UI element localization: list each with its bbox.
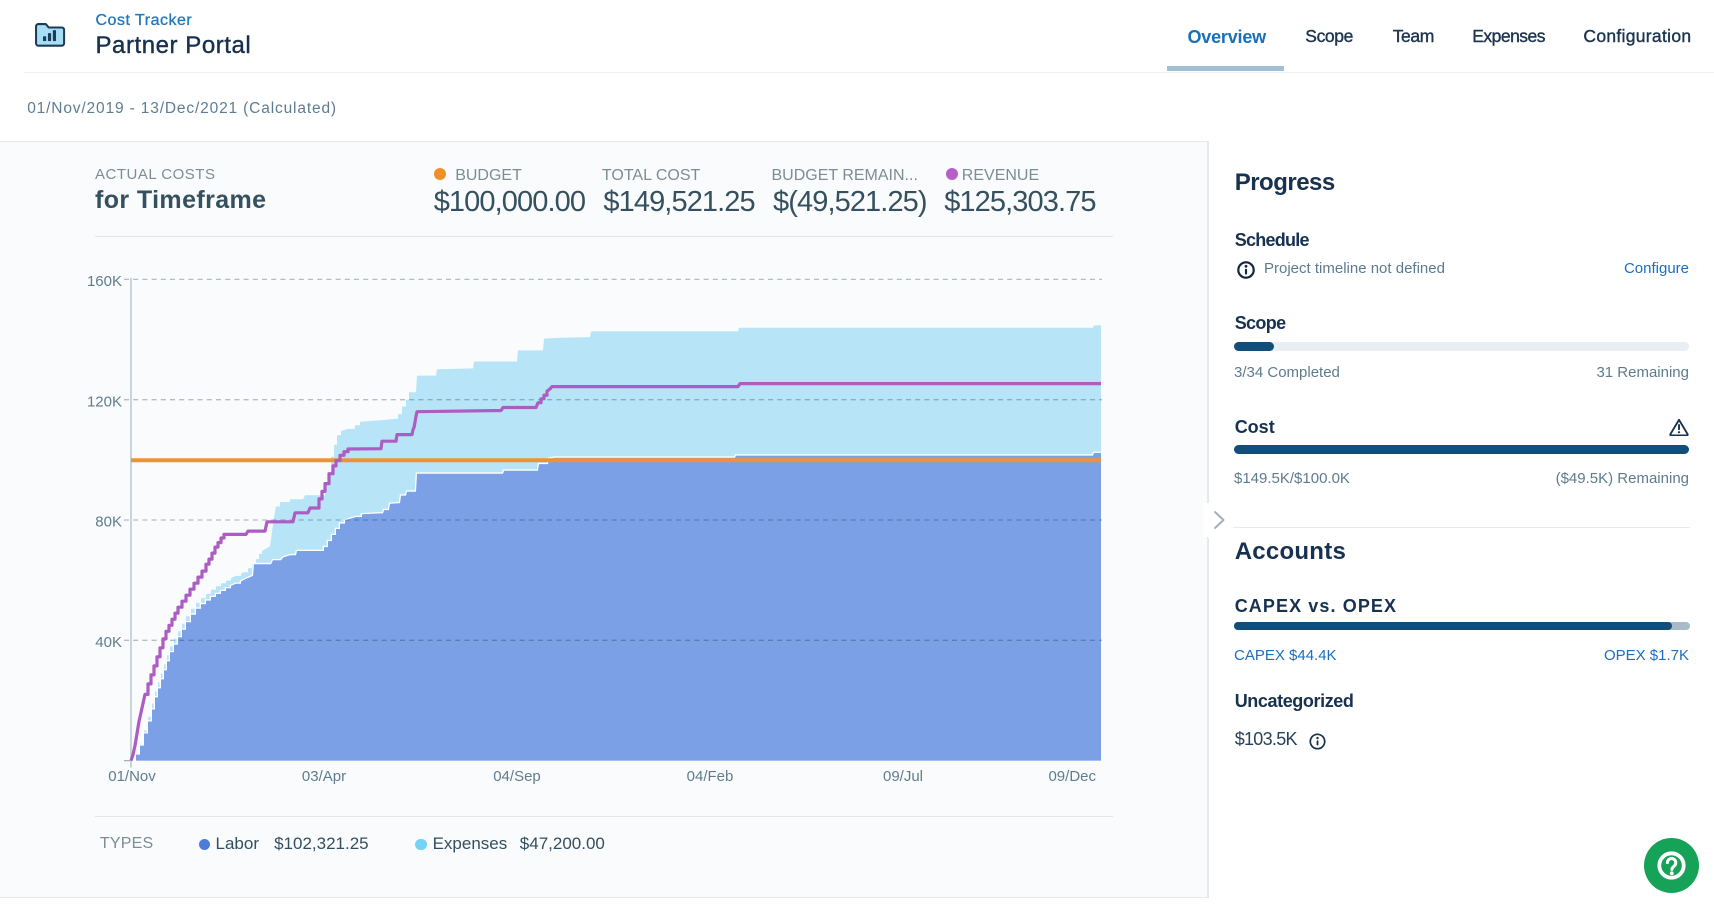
- svg-text:01/Nov: 01/Nov: [108, 768, 156, 785]
- svg-text:40K: 40K: [95, 634, 122, 651]
- svg-text:120K: 120K: [87, 394, 122, 411]
- svg-text:160K: 160K: [87, 273, 122, 290]
- svg-text:03/Apr: 03/Apr: [302, 768, 346, 785]
- svg-text:09/Dec: 09/Dec: [1048, 768, 1096, 785]
- svg-text:04/Feb: 04/Feb: [687, 768, 734, 785]
- svg-text:80K: 80K: [95, 514, 122, 531]
- svg-text:09/Jul: 09/Jul: [883, 768, 923, 785]
- svg-text:04/Sep: 04/Sep: [493, 768, 541, 785]
